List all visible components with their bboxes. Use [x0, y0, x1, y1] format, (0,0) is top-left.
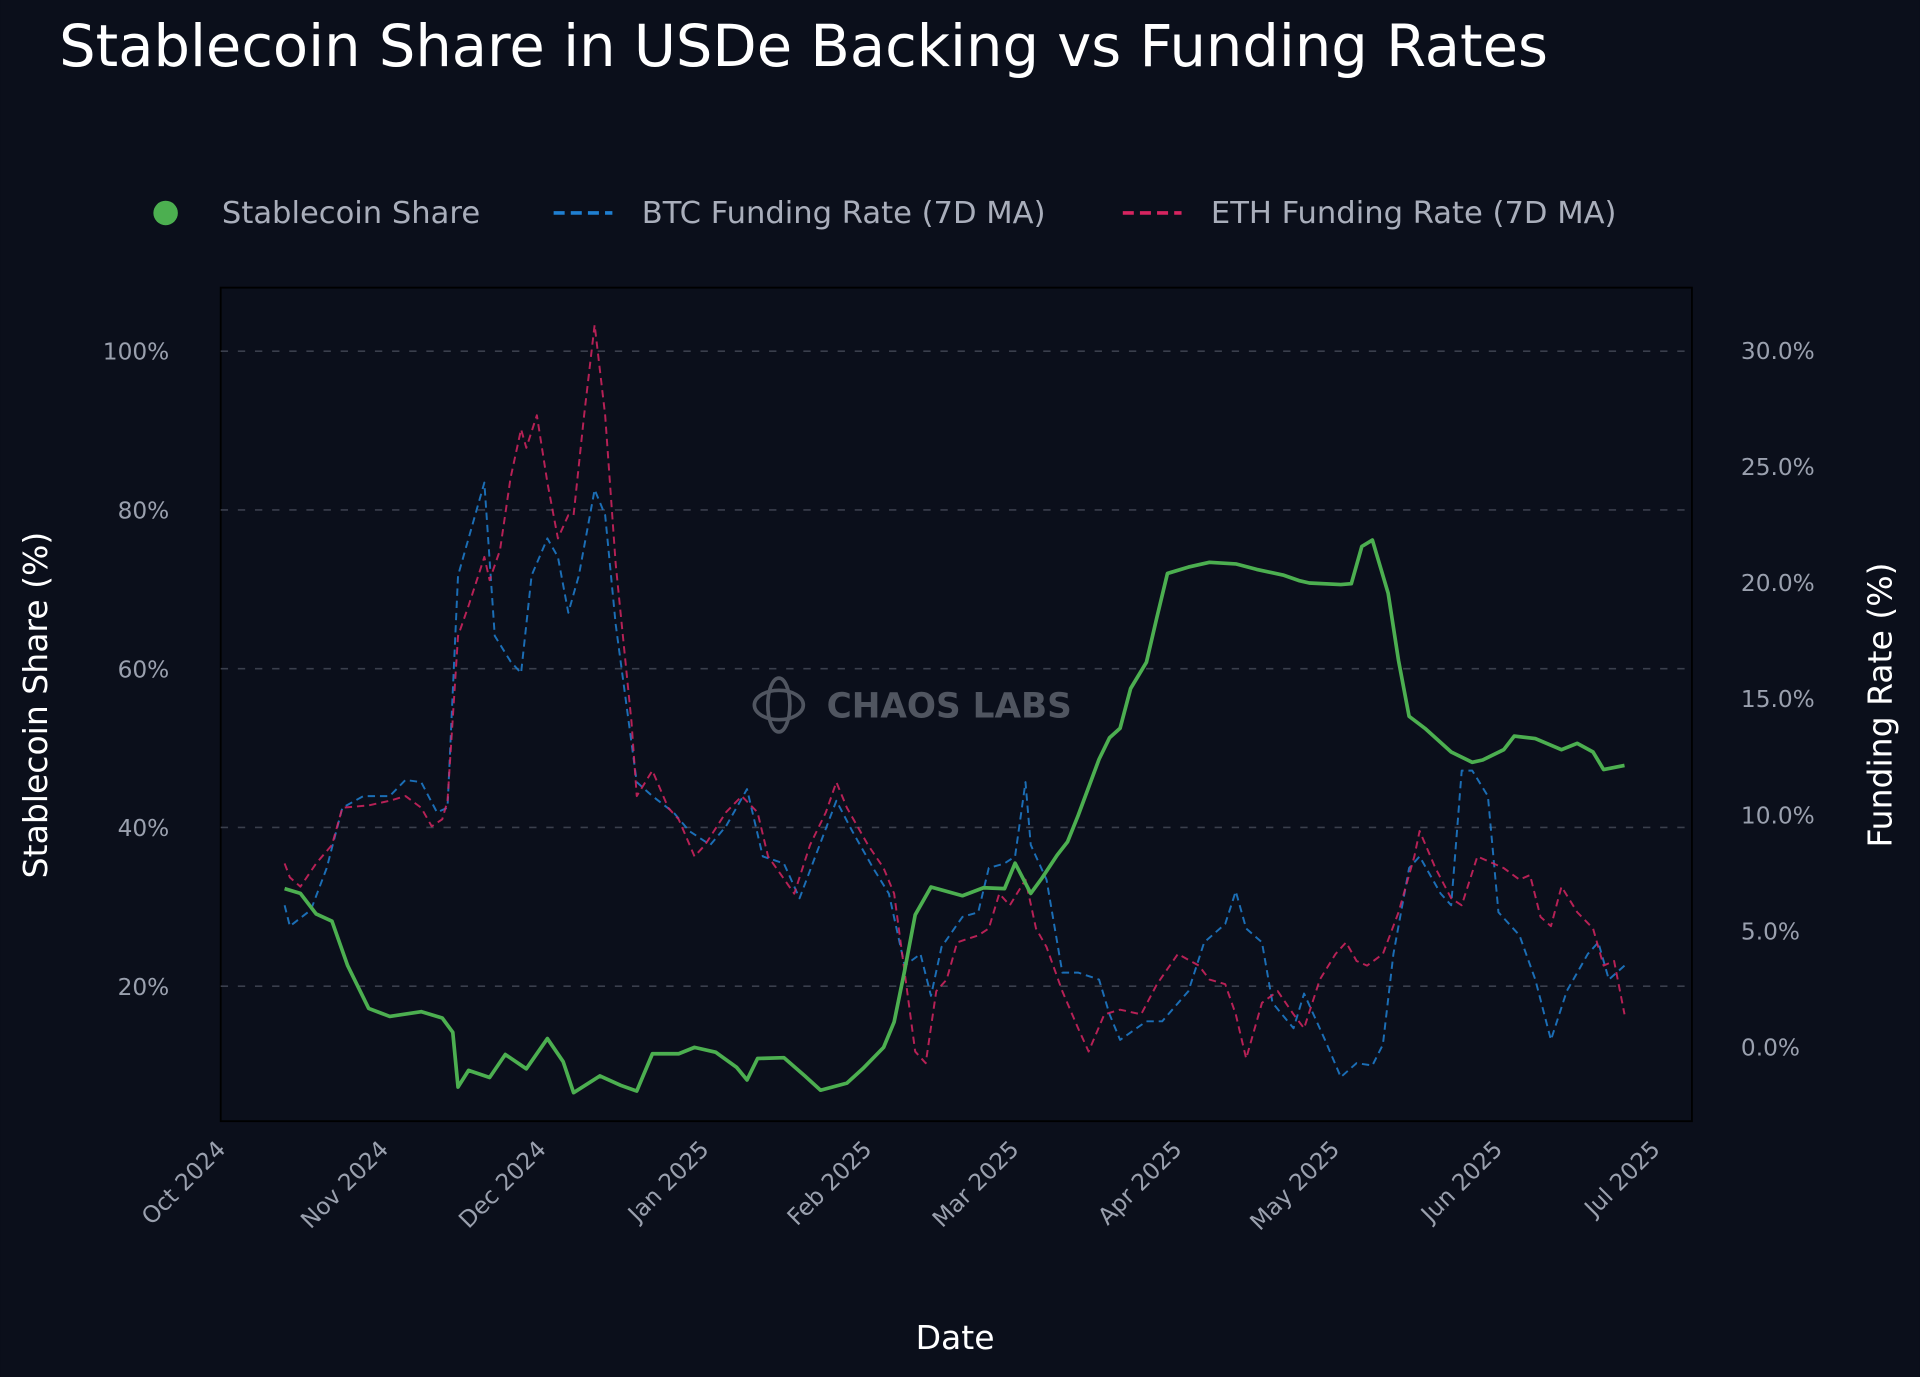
chaos-labs-logo-icon [752, 676, 806, 734]
plot-area [219, 286, 1693, 1123]
series-line-eth-funding-rate-7d-ma [283, 323, 1626, 1065]
watermark: CHAOS LABS [752, 676, 1072, 734]
legend-label-btc: BTC Funding Rate (7D MA) [642, 196, 1046, 231]
y-right-tick-label: 5.0% [1741, 918, 1800, 945]
y-left-tick-label: 80% [118, 497, 170, 524]
y-right-tick-label: 10.0% [1741, 802, 1815, 829]
y-right-tick-label: 20.0% [1741, 570, 1815, 597]
series-lines [283, 323, 1626, 1095]
y-right-tick-label: 25.0% [1741, 454, 1815, 481]
y-left-tick-label: 100% [103, 339, 169, 366]
y-left-tick-label: 40% [118, 815, 170, 842]
y-right-tick-label: 15.0% [1741, 686, 1815, 713]
series-line-stablecoin-share [284, 538, 1625, 1095]
y-axis-right: 0.0% 5.0% 10.0% 15.0% 20.0% 25.0% 30.0% [1741, 338, 1815, 1062]
chart-title: Stablecoin Share in USDe Backing vs Fund… [59, 13, 1548, 80]
y-left-tick-label: 20% [118, 974, 170, 1001]
y-axis-right-label: Funding Rate (%) [1860, 563, 1899, 848]
y-left-tick-label: 60% [118, 656, 170, 683]
legend-marker-stablecoin [153, 200, 178, 226]
y-axis-left-label: Stablecoin Share (%) [16, 532, 55, 879]
x-axis-label: Date [916, 1318, 995, 1357]
y-axis-left: 20% 40% 60% 80% 100% [103, 339, 169, 1001]
y-right-tick-label: 0.0% [1741, 1034, 1800, 1061]
y-right-tick-label: 30.0% [1741, 338, 1815, 365]
legend-label-eth: ETH Funding Rate (7D MA) [1211, 196, 1617, 231]
watermark-text: CHAOS LABS [827, 686, 1072, 726]
gridlines [220, 350, 1692, 988]
legend-label-stablecoin: Stablecoin Share [222, 196, 480, 231]
legend: Stablecoin Share BTC Funding Rate (7D MA… [153, 196, 1616, 231]
